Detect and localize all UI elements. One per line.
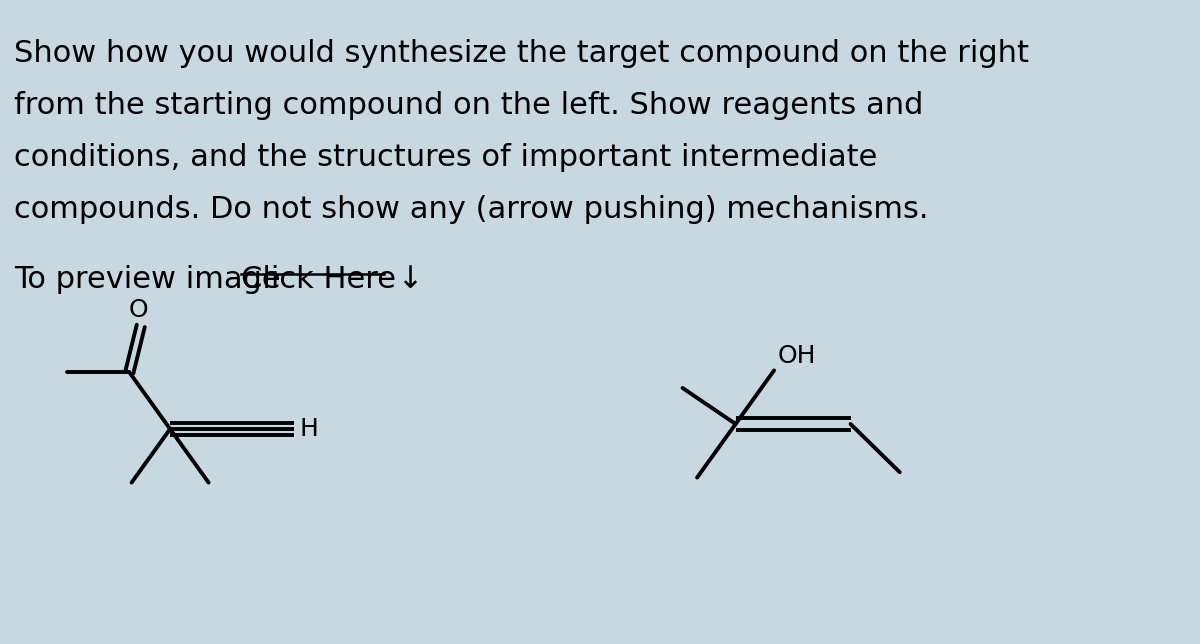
Text: compounds. Do not show any (arrow pushing) mechanisms.: compounds. Do not show any (arrow pushin… — [13, 195, 929, 224]
Text: from the starting compound on the left. Show reagents and: from the starting compound on the left. … — [13, 91, 923, 120]
Text: Click Here: Click Here — [241, 265, 396, 294]
Text: ↓: ↓ — [388, 265, 424, 294]
Text: OH: OH — [778, 345, 816, 368]
Text: Show how you would synthesize the target compound on the right: Show how you would synthesize the target… — [13, 39, 1028, 68]
Text: To preview image: To preview image — [13, 265, 290, 294]
Text: conditions, and the structures of important intermediate: conditions, and the structures of import… — [13, 143, 877, 172]
Text: H: H — [300, 417, 319, 441]
Text: O: O — [130, 298, 149, 322]
